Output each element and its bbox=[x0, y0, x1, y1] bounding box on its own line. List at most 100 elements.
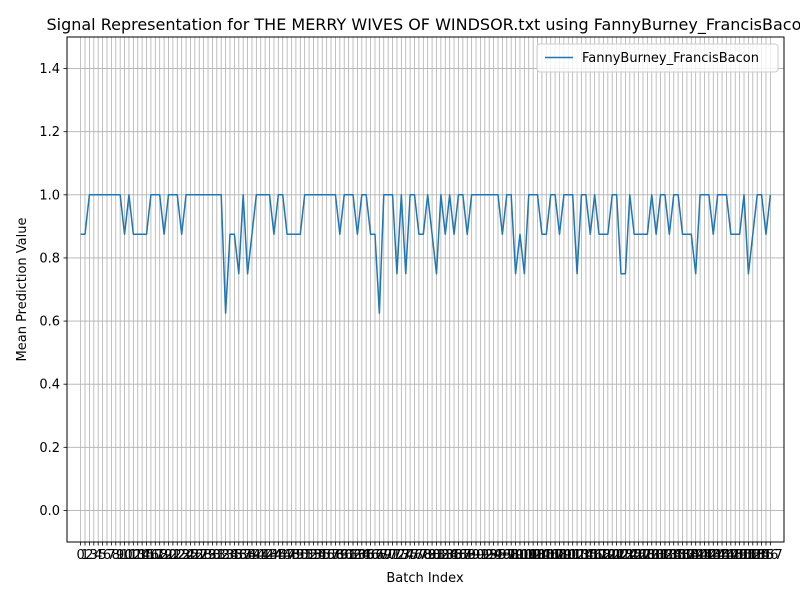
x-tick-label: 82 bbox=[433, 548, 450, 563]
x-tick-label: 130 bbox=[639, 548, 664, 563]
x-tick-label: 87 bbox=[455, 548, 472, 563]
x-tick-label: 86 bbox=[450, 548, 467, 563]
x-tick-label: 142 bbox=[692, 548, 717, 563]
x-tick-label: 49 bbox=[288, 548, 305, 563]
x-tick-label: 9 bbox=[116, 548, 124, 563]
x-tick-label: 140 bbox=[683, 548, 708, 563]
x-tick-label: 145 bbox=[705, 548, 730, 563]
x-tick-label: 79 bbox=[419, 548, 436, 563]
x-tick-label: 116 bbox=[578, 548, 603, 563]
x-tick-label: 81 bbox=[428, 548, 445, 563]
x-tick-label: 38 bbox=[239, 548, 256, 563]
x-tick-label: 109 bbox=[547, 548, 572, 563]
x-tick-label: 135 bbox=[661, 548, 686, 563]
x-tick-label: 77 bbox=[411, 548, 428, 563]
x-tick-label: 134 bbox=[657, 548, 682, 563]
y-tick-label: 0.0 bbox=[39, 504, 60, 519]
x-tick-label: 113 bbox=[565, 548, 590, 563]
x-tick-label: 119 bbox=[591, 548, 616, 563]
x-tick-label: 55 bbox=[314, 548, 331, 563]
x-tick-label: 97 bbox=[499, 548, 516, 563]
x-tick-label: 123 bbox=[609, 548, 634, 563]
x-tick-label: 91 bbox=[472, 548, 489, 563]
x-axis-label: Batch Index bbox=[386, 571, 464, 586]
x-tick-label: 17 bbox=[147, 548, 164, 563]
x-tick-label: 6 bbox=[103, 548, 111, 563]
x-tick-label: 157 bbox=[758, 548, 783, 563]
y-tick-label: 0.6 bbox=[39, 315, 60, 330]
x-tick-label: 20 bbox=[160, 548, 177, 563]
x-tick-label: 121 bbox=[600, 548, 625, 563]
x-tick-label: 19 bbox=[156, 548, 173, 563]
x-tick-label: 1 bbox=[81, 548, 89, 563]
y-tick-label: 1.4 bbox=[39, 62, 60, 77]
y-tick-label: 0.2 bbox=[39, 441, 60, 456]
x-tick-label: 137 bbox=[670, 548, 695, 563]
y-tick-label: 0.8 bbox=[39, 251, 60, 266]
x-tick-label: 50 bbox=[292, 548, 309, 563]
x-tick-label: 72 bbox=[389, 548, 406, 563]
x-tick-label: 23 bbox=[173, 548, 190, 563]
y-tick-label: 1.0 bbox=[39, 188, 60, 203]
x-tick-label: 54 bbox=[310, 548, 327, 563]
x-tick-label: 66 bbox=[362, 548, 379, 563]
x-tick-label: 90 bbox=[468, 548, 485, 563]
x-tick-label: 117 bbox=[582, 548, 607, 563]
x-tick-label: 132 bbox=[648, 548, 673, 563]
x-tick-label: 95 bbox=[490, 548, 507, 563]
legend-box bbox=[536, 43, 779, 73]
x-tick-label: 63 bbox=[349, 548, 366, 563]
x-tick-label: 0 bbox=[76, 548, 84, 563]
x-axis-ticks: 0123456789101112131415161718192021222324… bbox=[76, 542, 783, 563]
x-tick-label: 31 bbox=[209, 548, 226, 563]
x-tick-label: 152 bbox=[736, 548, 761, 563]
legend: FannyBurney_FrancisBacon bbox=[536, 43, 779, 73]
x-tick-label: 133 bbox=[653, 548, 678, 563]
series-line-fannyburney-francisbacon bbox=[80, 194, 772, 314]
x-tick-label: 70 bbox=[380, 548, 397, 563]
x-tick-label: 99 bbox=[507, 548, 524, 563]
x-tick-label: 43 bbox=[261, 548, 278, 563]
x-tick-label: 89 bbox=[463, 548, 480, 563]
y-tick-label: 0.4 bbox=[39, 378, 60, 393]
x-tick-label: 41 bbox=[252, 548, 269, 563]
x-tick-label: 40 bbox=[248, 548, 265, 563]
y-axis-ticks: 0.0 0.2 0.4 0.6 0.8 1.0 1.2 1.4 bbox=[39, 62, 67, 519]
x-tick-label: 73 bbox=[393, 548, 410, 563]
x-tick-label: 104 bbox=[525, 548, 550, 563]
x-tick-label: 154 bbox=[745, 548, 770, 563]
x-tick-label: 83 bbox=[437, 548, 454, 563]
x-tick-label: 122 bbox=[604, 548, 629, 563]
x-tick-label: 98 bbox=[503, 548, 520, 563]
x-tick-label: 156 bbox=[754, 548, 779, 563]
x-tick-label: 136 bbox=[666, 548, 691, 563]
x-tick-label: 36 bbox=[231, 548, 248, 563]
x-tick-label: 29 bbox=[200, 548, 217, 563]
x-tick-label: 13 bbox=[129, 548, 146, 563]
x-tick-label: 59 bbox=[332, 548, 349, 563]
x-tick-label: 75 bbox=[402, 548, 419, 563]
x-tick-label: 33 bbox=[217, 548, 234, 563]
x-tick-label: 62 bbox=[345, 548, 362, 563]
x-tick-label: 27 bbox=[191, 548, 208, 563]
x-tick-label: 53 bbox=[305, 548, 322, 563]
x-tick-label: 2 bbox=[85, 548, 93, 563]
x-tick-label: 16 bbox=[143, 548, 160, 563]
x-tick-label: 3 bbox=[90, 548, 98, 563]
x-tick-label: 107 bbox=[538, 548, 563, 563]
x-tick-label: 92 bbox=[477, 548, 494, 563]
x-tick-label: 11 bbox=[121, 548, 138, 563]
x-tick-label: 42 bbox=[257, 548, 274, 563]
x-tick-label: 110 bbox=[551, 548, 576, 563]
chart-title: Signal Representation for THE MERRY WIVE… bbox=[46, 15, 800, 35]
x-tick-label: 26 bbox=[187, 548, 204, 563]
x-tick-label: 74 bbox=[397, 548, 414, 563]
x-tick-label: 32 bbox=[213, 548, 230, 563]
x-tick-label: 65 bbox=[358, 548, 375, 563]
x-tick-label: 151 bbox=[732, 548, 757, 563]
x-tick-label: 102 bbox=[516, 548, 541, 563]
x-tick-label: 129 bbox=[635, 548, 660, 563]
x-tick-label: 100 bbox=[508, 548, 533, 563]
x-tick-label: 139 bbox=[679, 548, 704, 563]
